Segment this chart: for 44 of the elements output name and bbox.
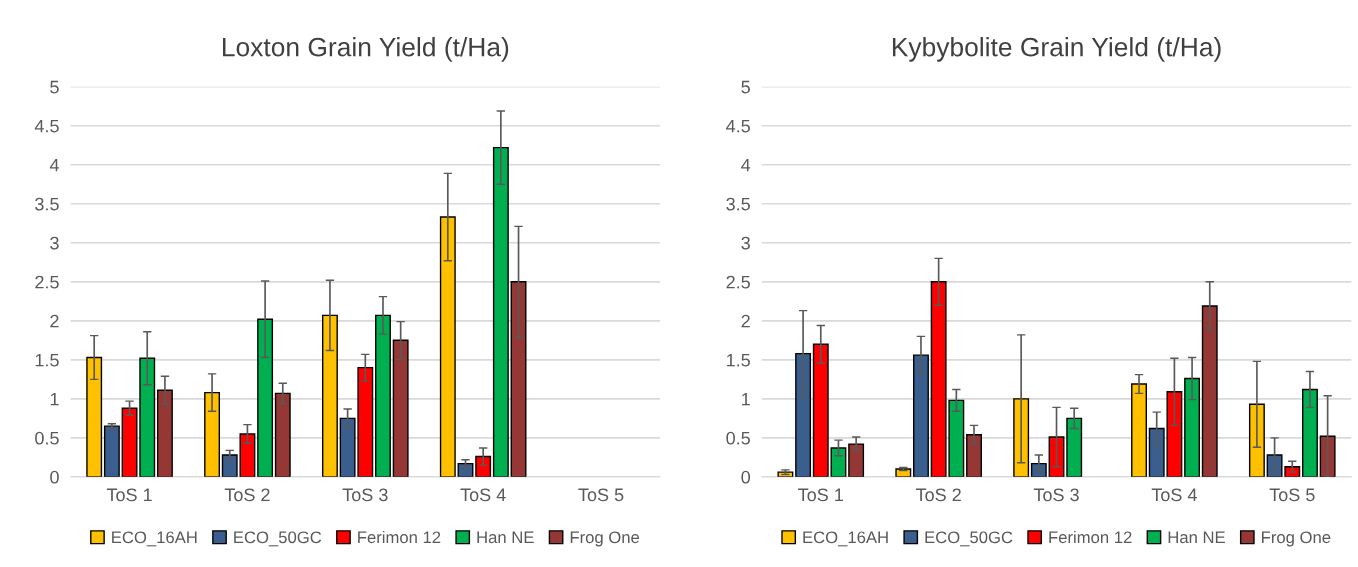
y-tick-label: 3.5 [726, 197, 750, 211]
y-tick-label: 0 [50, 470, 59, 484]
x-tick-label: ToS 3 [1033, 488, 1079, 502]
y-tick-label: 3 [50, 236, 59, 250]
y-tick-label: 2 [50, 314, 59, 328]
y-tick-label: 5 [50, 80, 59, 94]
legend-label: ECO_16AH [803, 531, 888, 547]
y-tick-label: 3 [741, 236, 750, 250]
legend-label: Frog One [1262, 531, 1331, 547]
legend-label: Han NE [1168, 531, 1225, 544]
y-tick-label: 3.5 [35, 197, 59, 211]
y-tick-label: 1 [50, 392, 59, 406]
chart-title: Kybybolite Grain Yield (t/Ha) [892, 37, 1221, 62]
y-tick-label: 2.5 [35, 275, 59, 289]
x-tick-label: ToS 4 [1151, 488, 1197, 502]
y-tick-label: 4.5 [726, 119, 750, 133]
y-tick-label: 0.5 [726, 431, 750, 445]
y-tick-label: 1 [742, 392, 750, 406]
legend-label: ECO_50GC [925, 531, 1013, 547]
y-tick-label: 0 [741, 470, 751, 484]
y-tick-label: 1.5 [727, 353, 750, 367]
legend-label: ECO_50GC [234, 531, 322, 547]
legend-label: Ferimon 12 [358, 530, 441, 544]
x-tick-label: ToS 5 [1269, 488, 1315, 502]
chart-title: Loxton Grain Yield (t/Ha) [223, 37, 509, 62]
y-tick-label: 4 [741, 158, 751, 172]
x-tick-label: ToS 5 [578, 488, 624, 502]
x-tick-label: ToS 4 [460, 488, 506, 502]
x-tick-label: ToS 2 [224, 488, 270, 502]
legend-label: Ferimon 12 [1049, 530, 1132, 544]
x-tick-label: ToS 1 [798, 488, 843, 502]
y-tick-label: 4 [49, 158, 59, 172]
y-tick-label: 4.5 [34, 119, 59, 133]
legend-label: ECO_16AH [112, 531, 197, 547]
x-tick-label: ToS 2 [915, 488, 961, 502]
y-tick-label: 2.5 [726, 275, 750, 289]
y-tick-label: 1.5 [35, 353, 59, 367]
y-tick-label: 2 [741, 314, 750, 328]
x-tick-label: ToS 1 [106, 488, 152, 502]
legend-label: Frog One [570, 531, 640, 547]
x-tick-label: ToS 3 [342, 488, 388, 502]
y-tick-label: 5 [741, 80, 750, 94]
y-tick-label: 0.5 [35, 431, 59, 445]
legend-label: Han NE [477, 531, 534, 544]
